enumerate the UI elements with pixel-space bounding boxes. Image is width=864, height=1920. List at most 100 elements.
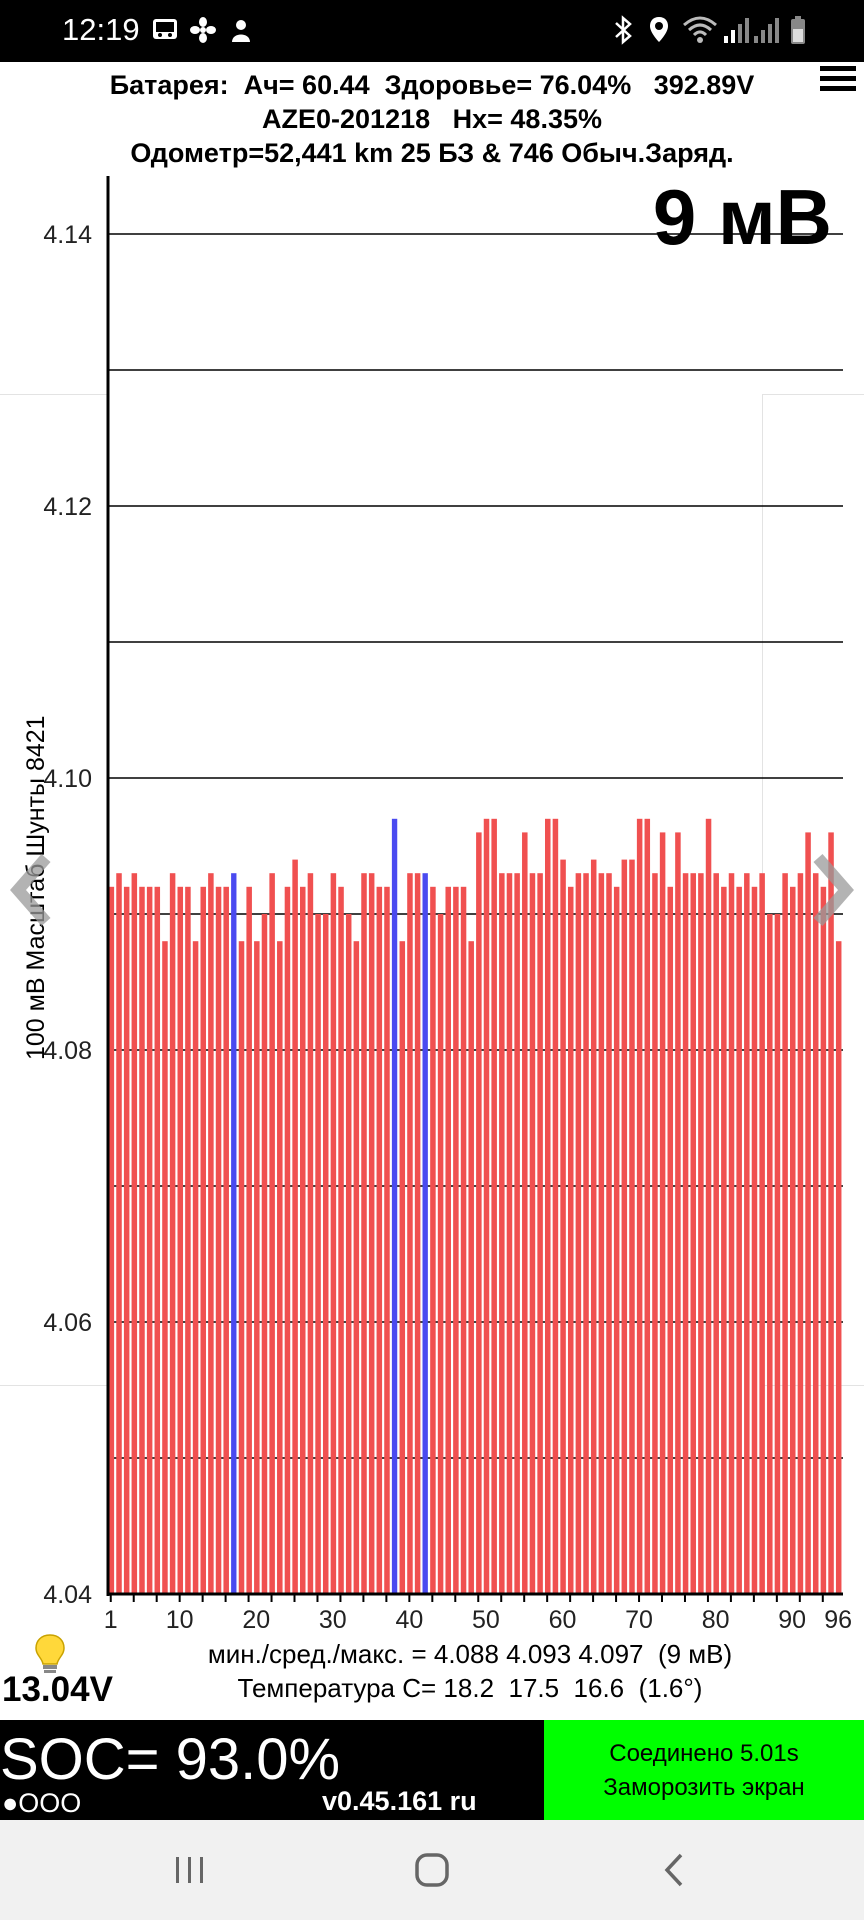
bar-cell-59 — [552, 818, 559, 1594]
bar-cell-30 — [330, 873, 337, 1594]
bar-cell-34 — [361, 873, 367, 1594]
bar-cell-79 — [705, 818, 712, 1594]
home-button[interactable] — [402, 1848, 462, 1892]
x-tick-label: 20 — [242, 1606, 270, 1634]
bar-cell-36 — [376, 886, 383, 1594]
bar-cell-51 — [491, 818, 497, 1594]
bar-cell-15 — [215, 886, 222, 1594]
bar-cell-55 — [522, 832, 528, 1594]
cell-voltage-chart: 4.14 4.12 4.10 4.08 4.06 4.04 1 10 20 30 40 50 60 70 8… — [43, 176, 852, 1634]
home-icon — [415, 1853, 449, 1887]
back-button[interactable] — [644, 1848, 704, 1892]
y-tick-label: 4.14 — [43, 221, 92, 249]
bar-cell-90 — [790, 886, 796, 1594]
recent-apps-icon — [176, 1857, 203, 1883]
bar-cell-45 — [445, 886, 451, 1594]
menu-icon — [820, 66, 856, 71]
bar-cell-60 — [560, 859, 566, 1594]
bar-cell-89 — [782, 873, 788, 1594]
bar-cell-94 — [820, 886, 827, 1594]
page-indicator: ●OOO — [2, 1788, 82, 1818]
connection-panel[interactable]: Соединено 5.01s Заморозить экран — [544, 1720, 864, 1820]
bar-cell-10 — [177, 886, 184, 1594]
y-tick-label: 4.10 — [43, 765, 92, 793]
freeze-screen-button[interactable]: Заморозить экран — [603, 1774, 805, 1801]
bar-cell-49 — [476, 832, 482, 1594]
bar-cell-52 — [499, 873, 505, 1594]
bar-cell-70 — [636, 818, 643, 1594]
bar-cell-69 — [629, 859, 635, 1594]
bar-cell-18 — [238, 941, 245, 1594]
bar-cell-38 — [391, 818, 398, 1594]
bar-cell-47 — [460, 886, 467, 1594]
bar-cell-8 — [162, 941, 168, 1594]
bar-cell-50 — [483, 818, 490, 1594]
bar-cell-7 — [154, 886, 161, 1594]
bar-cell-28 — [315, 914, 321, 1594]
bluetooth-icon — [610, 14, 636, 46]
bar-cell-46 — [453, 886, 459, 1594]
cat-icon — [226, 14, 256, 46]
bar-cell-13 — [200, 886, 206, 1594]
bar-cell-19 — [246, 886, 252, 1594]
voltage-stats: мин./сред./макс. = 4.088 4.093 4.097 (9 … — [207, 1639, 733, 1669]
bar-cell-17 — [231, 873, 237, 1594]
bar-cell-93 — [812, 873, 819, 1594]
lightbulb-icon[interactable] — [30, 1632, 70, 1676]
recent-apps-button[interactable] — [160, 1848, 220, 1892]
bar-cell-44 — [437, 914, 444, 1594]
bar-cell-65 — [598, 873, 605, 1594]
bar-cell-41 — [414, 873, 421, 1594]
bar-cell-40 — [407, 873, 413, 1594]
signal-2-icon — [752, 14, 780, 46]
y-tick-label: 4.12 — [43, 493, 92, 521]
x-tick-label: 90 — [778, 1606, 806, 1634]
bar-cell-39 — [399, 941, 406, 1594]
bar-cell-92 — [805, 832, 811, 1594]
x-tick-label: 1 — [104, 1606, 118, 1634]
battery-icon — [786, 14, 810, 46]
bar-cell-68 — [621, 859, 628, 1594]
bar-cell-33 — [353, 941, 360, 1594]
bar-cell-61 — [567, 886, 574, 1594]
chart-axes — [106, 176, 843, 1602]
bar-cell-35 — [368, 873, 375, 1594]
bar-cell-72 — [652, 873, 658, 1594]
app-version: v0.45.161 ru — [322, 1786, 477, 1816]
bar-cell-64 — [590, 859, 597, 1594]
bar-cell-87 — [767, 914, 773, 1594]
status-bar: 12:19 — [0, 0, 864, 62]
bar-cell-12 — [192, 941, 199, 1594]
previous-page-icon[interactable] — [6, 850, 58, 930]
bar-cell-73 — [659, 832, 666, 1594]
bar-cell-48 — [468, 941, 474, 1594]
bar-cell-84 — [744, 873, 750, 1594]
bar-cell-81 — [721, 886, 727, 1594]
bar-cell-27 — [307, 873, 314, 1594]
bar-cell-14 — [208, 873, 214, 1594]
bar-cell-66 — [606, 873, 612, 1594]
next-page-icon[interactable] — [806, 850, 858, 930]
odometer-line: Одометр=52,441 km 25 БЗ & 746 Обыч.Заряд… — [130, 138, 734, 168]
bar-cell-53 — [506, 873, 513, 1594]
bar-cell-32 — [345, 914, 352, 1594]
bar-cell-9 — [169, 873, 176, 1594]
bar-cell-77 — [690, 873, 696, 1594]
bar-cell-88 — [774, 914, 781, 1594]
bar-cell-56 — [529, 873, 536, 1594]
bar-cell-71 — [644, 818, 651, 1594]
bar-cell-57 — [537, 873, 543, 1594]
location-icon — [646, 14, 672, 46]
bar-cell-78 — [698, 873, 704, 1594]
menu-button[interactable] — [820, 66, 856, 96]
vehicle-line: AZE0-201218 Hx= 48.35% — [262, 104, 602, 134]
bar-cell-63 — [583, 873, 589, 1594]
bar-cell-23 — [277, 941, 283, 1594]
bar-cell-24 — [284, 886, 291, 1594]
bar-cell-1 — [108, 886, 115, 1594]
bar-cell-25 — [292, 859, 298, 1594]
aux-battery-voltage: 13.04V — [2, 1670, 113, 1709]
bar-cell-75 — [675, 832, 681, 1594]
bar-cell-54 — [514, 873, 520, 1594]
bar-cell-96 — [835, 941, 842, 1594]
